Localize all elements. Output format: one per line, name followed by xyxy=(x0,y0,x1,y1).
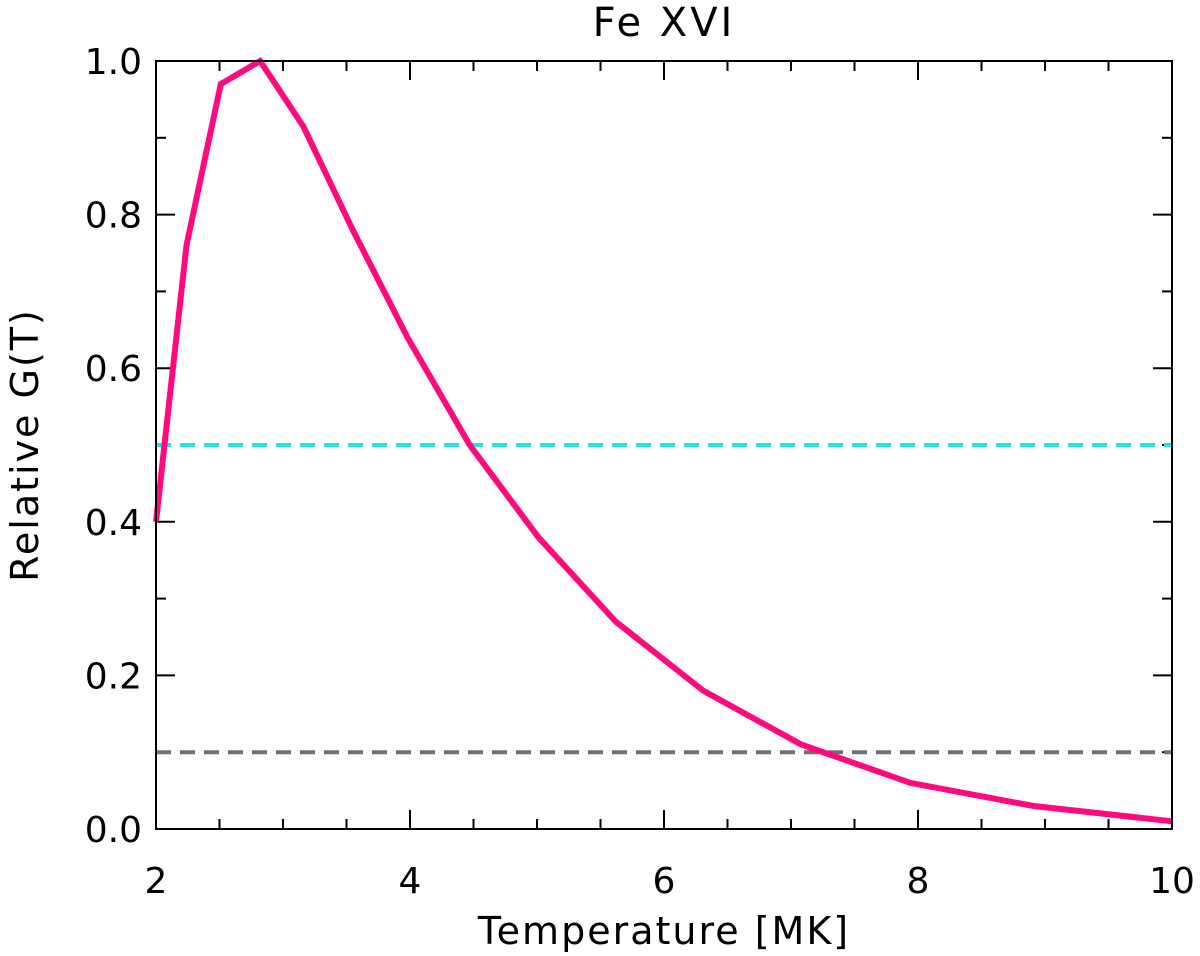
y-tick-label: 0.4 xyxy=(85,503,142,544)
y-tick-labels: 0.0 0.2 0.4 0.6 0.8 1.0 xyxy=(85,42,142,851)
x-tick-label: 2 xyxy=(145,861,168,902)
y-tick-label: 0.6 xyxy=(85,349,142,390)
y-tick-label: 0.2 xyxy=(85,656,142,697)
x-tick-label: 8 xyxy=(907,861,930,902)
x-tick-label: 4 xyxy=(399,861,422,902)
y-tick-label: 1.0 xyxy=(85,42,142,83)
y-tick-label: 0.8 xyxy=(85,196,142,237)
x-axis-label: Temperature [MK] xyxy=(477,909,850,953)
chart-title: Fe XVI xyxy=(593,0,736,46)
series-line xyxy=(153,56,1173,825)
x-tick-label: 6 xyxy=(653,861,676,902)
series-lines xyxy=(153,56,1173,825)
y-tick-label: 0.0 xyxy=(85,810,142,851)
reference-lines xyxy=(156,443,1172,755)
plot-frame xyxy=(155,60,1173,830)
x-tick-labels: 2 4 6 8 10 xyxy=(145,861,1195,902)
x-tick-label: 10 xyxy=(1149,861,1195,902)
y-axis-label: Relative G(T) xyxy=(3,308,47,582)
